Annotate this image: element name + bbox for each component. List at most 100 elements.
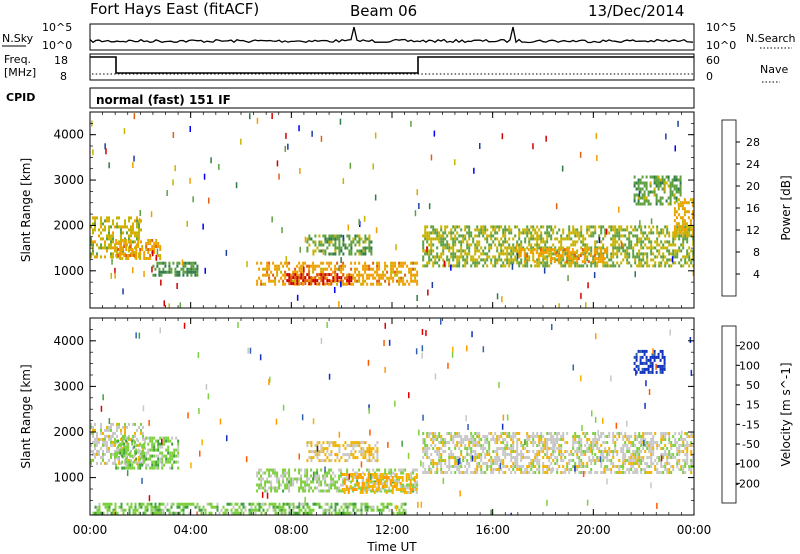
cell <box>650 444 653 447</box>
cell <box>454 234 457 238</box>
cell <box>594 453 597 456</box>
cell <box>580 228 583 232</box>
cell <box>476 225 479 229</box>
cell <box>643 181 646 185</box>
cell <box>116 449 118 453</box>
noise-cell <box>338 265 340 272</box>
cell <box>649 370 652 374</box>
cell <box>568 462 571 465</box>
cell <box>551 248 554 252</box>
cell <box>161 466 164 470</box>
cell <box>480 252 483 256</box>
cell <box>410 474 413 478</box>
cell <box>367 485 370 488</box>
cell <box>102 502 105 506</box>
cell <box>600 240 603 244</box>
noise-cell <box>225 249 228 256</box>
cell <box>112 508 115 512</box>
cell <box>574 234 577 238</box>
cell <box>557 248 560 252</box>
cell <box>691 198 694 202</box>
cell <box>208 502 211 506</box>
cell <box>648 246 651 250</box>
cell <box>608 231 611 235</box>
cell <box>640 240 643 244</box>
cell <box>352 276 355 280</box>
cell <box>546 453 549 456</box>
noise-cell <box>664 185 666 192</box>
cell <box>121 239 124 242</box>
cell <box>163 454 166 458</box>
cell <box>478 441 481 444</box>
cell <box>340 468 343 472</box>
cell <box>304 471 307 475</box>
cell <box>692 258 694 262</box>
cell <box>100 425 102 429</box>
cell <box>685 228 688 232</box>
cell <box>605 251 608 255</box>
cell <box>348 279 351 283</box>
cell <box>308 450 311 454</box>
cell <box>502 231 505 235</box>
cell <box>604 435 607 438</box>
cell <box>566 246 569 250</box>
cell <box>340 267 343 271</box>
cell <box>548 447 551 450</box>
cell <box>158 261 161 265</box>
cell <box>334 234 337 238</box>
cell <box>177 466 180 470</box>
cell <box>523 248 526 252</box>
cell <box>691 204 694 208</box>
cell <box>151 248 154 251</box>
cell <box>478 240 481 244</box>
cell <box>308 477 311 481</box>
cell <box>586 228 589 232</box>
cell <box>622 228 625 232</box>
cell <box>668 441 671 444</box>
cell <box>134 246 136 250</box>
cell <box>628 462 631 465</box>
cell <box>116 434 118 438</box>
cell <box>326 456 329 460</box>
cell <box>149 254 152 257</box>
cell <box>262 273 265 277</box>
cell <box>90 422 92 426</box>
cell <box>574 240 577 244</box>
cell <box>336 279 339 283</box>
cell <box>258 276 261 280</box>
cell <box>486 237 489 241</box>
cell <box>506 258 509 262</box>
cell <box>104 434 106 438</box>
cell <box>628 435 631 438</box>
cell <box>651 370 654 374</box>
cell <box>104 437 106 441</box>
cell <box>129 451 132 455</box>
cell <box>96 252 98 256</box>
cell <box>278 483 281 487</box>
cell <box>594 438 597 441</box>
cell <box>440 471 443 474</box>
cell <box>392 276 395 280</box>
cell <box>360 453 363 457</box>
cell <box>676 453 679 456</box>
cell <box>628 471 631 474</box>
cell <box>652 438 655 441</box>
cell <box>687 210 690 214</box>
cell <box>586 243 589 247</box>
cell <box>178 505 181 509</box>
cell <box>618 432 621 435</box>
cell <box>512 261 515 265</box>
cell <box>415 476 418 479</box>
cell <box>300 486 303 490</box>
cell <box>666 432 669 435</box>
cell <box>302 273 305 277</box>
cell <box>637 364 640 368</box>
cell <box>430 246 433 250</box>
cell <box>133 466 136 470</box>
cell <box>554 450 557 453</box>
cell <box>526 228 529 232</box>
cell <box>136 219 138 223</box>
cell <box>167 445 170 449</box>
cell <box>468 243 471 247</box>
cell <box>286 261 289 265</box>
